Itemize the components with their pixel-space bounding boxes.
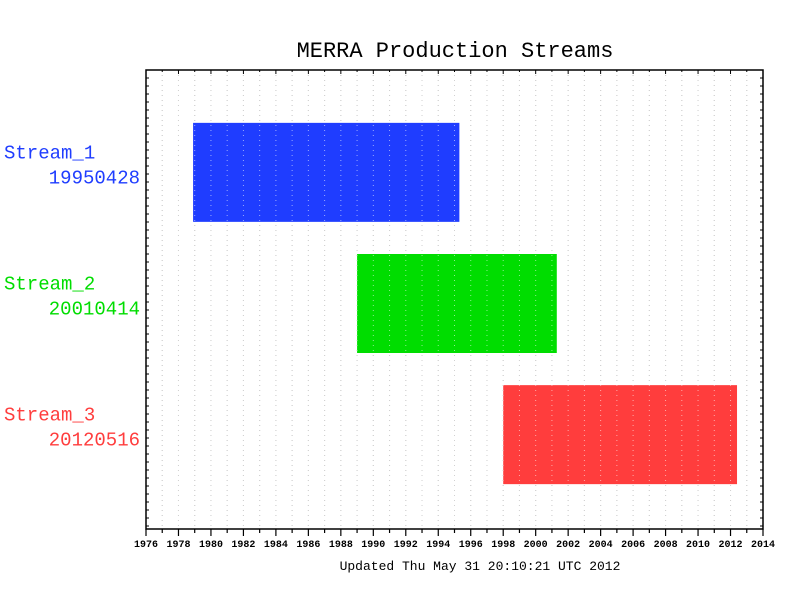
chart-title: MERRA Production Streams xyxy=(297,39,614,64)
x-tick-label: 2004 xyxy=(589,540,613,551)
updated-timestamp: Updated Thu May 31 20:10:21 UTC 2012 xyxy=(340,559,621,574)
x-tick-label: 1992 xyxy=(394,540,418,551)
stream-bar-1 xyxy=(193,122,460,222)
stream-date-label: 19950428 xyxy=(49,167,140,189)
x-tick-label: 2002 xyxy=(556,540,580,551)
x-tick-label: 1990 xyxy=(361,540,385,551)
stream-bar-2 xyxy=(357,254,557,353)
stream-name-label: Stream_3 xyxy=(4,405,95,427)
stream-name-label: Stream_1 xyxy=(4,142,95,164)
x-tick-label: 2012 xyxy=(719,540,743,551)
stream-date-label: 20010414 xyxy=(49,299,140,321)
x-axis: 1976 1978 1980 1982 1984 1986 1988 1990 1992 1994… xyxy=(134,70,775,551)
x-tick-label: 1996 xyxy=(459,540,483,551)
x-tick-label: 1986 xyxy=(296,540,320,551)
x-tick-label: 1988 xyxy=(329,540,353,551)
x-tick-label: 1982 xyxy=(231,540,255,551)
stream-bar-3 xyxy=(503,385,738,485)
stream-labels: Stream_1 19950428 Stream_2 20010414 Stream_3… xyxy=(4,142,140,451)
x-tick-label: 2014 xyxy=(751,540,775,551)
x-tick-label: 1998 xyxy=(491,540,515,551)
x-tick-label: 1980 xyxy=(199,540,223,551)
x-tick-label: 1976 xyxy=(134,540,158,551)
x-tick-label: 2008 xyxy=(654,540,678,551)
x-tick-label: 1978 xyxy=(166,540,190,551)
stream-date-label: 20120516 xyxy=(49,430,140,452)
x-tick-label: 2000 xyxy=(524,540,548,551)
x-tick-label: 1984 xyxy=(264,540,288,551)
bars-layer xyxy=(193,122,738,485)
x-tick-label: 2010 xyxy=(686,540,710,551)
x-tick-label: 1994 xyxy=(426,540,450,551)
x-tick-label: 2006 xyxy=(621,540,645,551)
stream-name-label: Stream_2 xyxy=(4,274,95,296)
